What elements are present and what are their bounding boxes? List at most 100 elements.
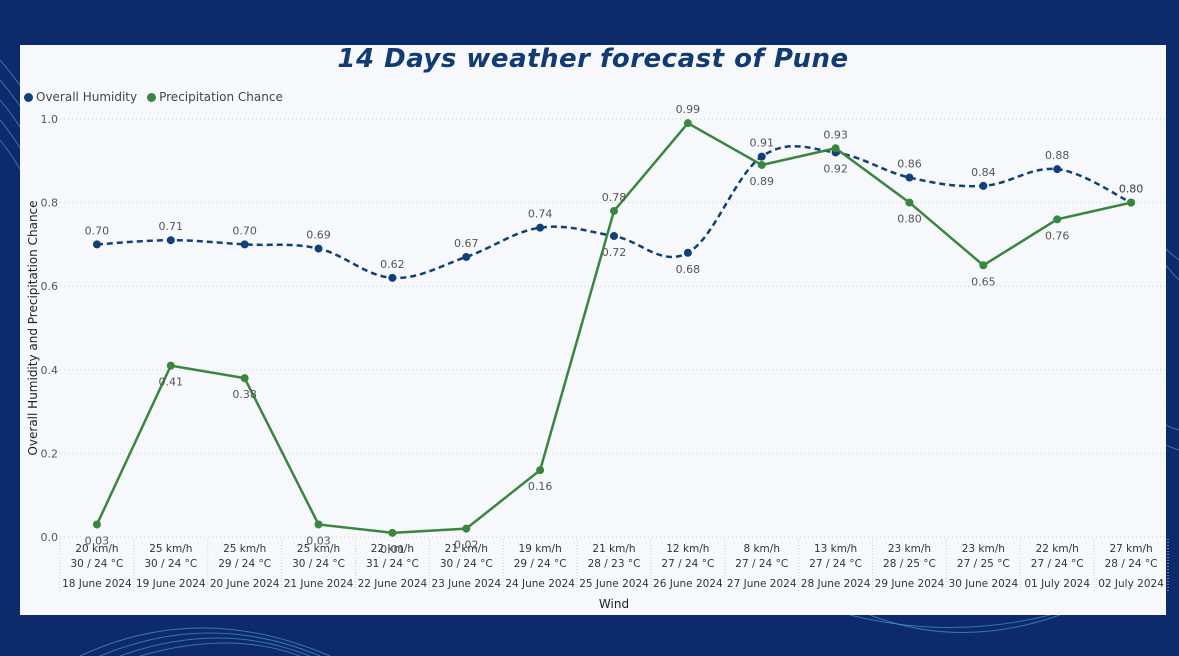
series-line-precipitation [95,121,1132,535]
x-tick-date: 19 June 2024 [136,578,206,590]
data-point-precipitation [1127,198,1136,207]
x-tick-temp: 28 / 23 °C [588,558,641,570]
x-tick-temp: 29 / 24 °C [514,558,567,570]
x-tick-wind: 27 km/h [1109,543,1152,555]
x-tick-date: 24 June 2024 [505,578,575,590]
data-label-precipitation: 0.76 [1045,229,1070,242]
x-tick-date: 29 June 2024 [875,578,945,590]
x-tick-date: 30 June 2024 [949,578,1019,590]
y-tick-label: 1.0 [41,113,59,126]
x-tick-date: 18 June 2024 [62,578,132,590]
data-point-precipitation [757,160,766,169]
data-point-precipitation [905,198,914,207]
x-tick-temp: 30 / 24 °C [71,558,124,570]
data-label-precipitation: 0.03 [306,534,331,547]
y-tick-label: 0.2 [41,447,59,460]
x-tick-temp: 30 / 24 °C [292,558,345,570]
series-line-humidity [96,145,1132,280]
data-label-precipitation: 0.41 [159,376,184,389]
data-point-humidity [166,236,175,245]
chart-panel [20,45,1166,615]
x-tick-wind: 21 km/h [592,543,635,555]
data-label-precipitation: 0.80 [1119,183,1144,196]
x-tick-temp: 30 / 24 °C [440,558,493,570]
x-tick-temp: 27 / 24 °C [1031,558,1084,570]
data-label-precipitation: 0.93 [823,128,848,141]
x-tick-temp: 30 / 24 °C [144,558,197,570]
y-tick-label: 0.6 [41,280,59,293]
data-label-precipitation: 0.16 [528,480,553,493]
data-point-humidity [757,152,766,161]
y-tick-label: 0.0 [41,531,59,544]
chart-title: 14 Days weather forecast of Pune [337,44,849,74]
legend-label-precipitation: Precipitation Chance [159,90,283,104]
x-tick-date: 23 June 2024 [431,578,501,590]
data-label-humidity: 0.91 [749,137,774,150]
data-point-precipitation [388,528,397,537]
data-point-precipitation [536,466,545,475]
legend-dot-precipitation [147,92,157,102]
data-label-precipitation: 0.03 [85,534,110,547]
x-tick-date: 22 June 2024 [358,578,428,590]
x-tick-date: 27 June 2024 [727,578,797,590]
data-label-humidity: 0.70 [232,224,257,237]
data-label-precipitation: 0.78 [602,191,627,204]
x-tick-wind: 19 km/h [519,543,562,555]
x-tick-wind: 23 km/h [962,543,1005,555]
data-label-precipitation: 0.02 [454,539,479,552]
x-tick-temp: 27 / 24 °C [661,558,714,570]
data-label-precipitation: 0.99 [676,103,701,116]
x-tick-temp: 28 / 25 °C [883,558,936,570]
x-tick-date: 28 June 2024 [801,578,871,590]
x-tick-temp: 27 / 24 °C [735,558,788,570]
data-point-humidity [240,240,249,249]
data-point-humidity [388,273,397,282]
data-point-precipitation [462,524,471,533]
data-point-precipitation [166,361,175,370]
data-point-humidity [979,181,988,190]
x-tick-date: 21 June 2024 [284,578,354,590]
data-point-humidity [1053,165,1062,174]
data-label-precipitation: 0.80 [897,213,922,226]
data-point-precipitation [314,520,323,529]
data-label-precipitation: 0.89 [749,175,774,188]
x-tick-wind: 25 km/h [223,543,266,555]
data-point-humidity [462,252,471,261]
data-point-precipitation [92,520,101,529]
data-label-humidity: 0.92 [823,162,848,175]
x-tick-date: 25 June 2024 [579,578,649,590]
data-label-humidity: 0.69 [306,229,331,242]
x-tick-wind: 13 km/h [814,543,857,555]
legend-item-humidity[interactable]: Overall Humidity [24,90,137,104]
y-tick-label: 0.4 [41,364,59,377]
x-tick-wind: 25 km/h [297,543,340,555]
data-label-precipitation: 0.38 [232,388,257,401]
x-tick-temp: 27 / 25 °C [957,558,1010,570]
data-point-precipitation [683,119,692,128]
x-tick-wind: 21 km/h [445,543,488,555]
data-label-humidity: 0.84 [971,166,996,179]
data-label-humidity: 0.71 [159,220,184,233]
x-axis-title: Wind [599,597,629,611]
data-label-humidity: 0.62 [380,258,405,271]
data-point-precipitation [1053,215,1062,224]
data-point-precipitation [979,261,988,270]
x-tick-wind: 23 km/h [888,543,931,555]
y-axis-title: Overall Humidity and Precipitation Chanc… [26,200,40,455]
x-tick-temp: 27 / 24 °C [809,558,862,570]
x-tick-date: 20 June 2024 [210,578,280,590]
legend-item-precipitation[interactable]: Precipitation Chance [147,90,283,104]
x-tick-wind: 12 km/h [666,543,709,555]
data-label-precipitation: 0.01 [380,543,405,556]
data-label-humidity: 0.70 [85,224,110,237]
data-label-humidity: 0.86 [897,158,922,171]
x-tick-temp: 31 / 24 °C [366,558,419,570]
data-point-humidity [536,223,545,232]
x-tick-temp: 29 / 24 °C [218,558,271,570]
data-point-humidity [683,248,692,257]
data-point-humidity [314,244,323,253]
data-point-humidity [92,240,101,249]
chart-legend: Overall Humidity Precipitation Chance [24,90,287,104]
x-tick-temp: 28 / 24 °C [1105,558,1158,570]
